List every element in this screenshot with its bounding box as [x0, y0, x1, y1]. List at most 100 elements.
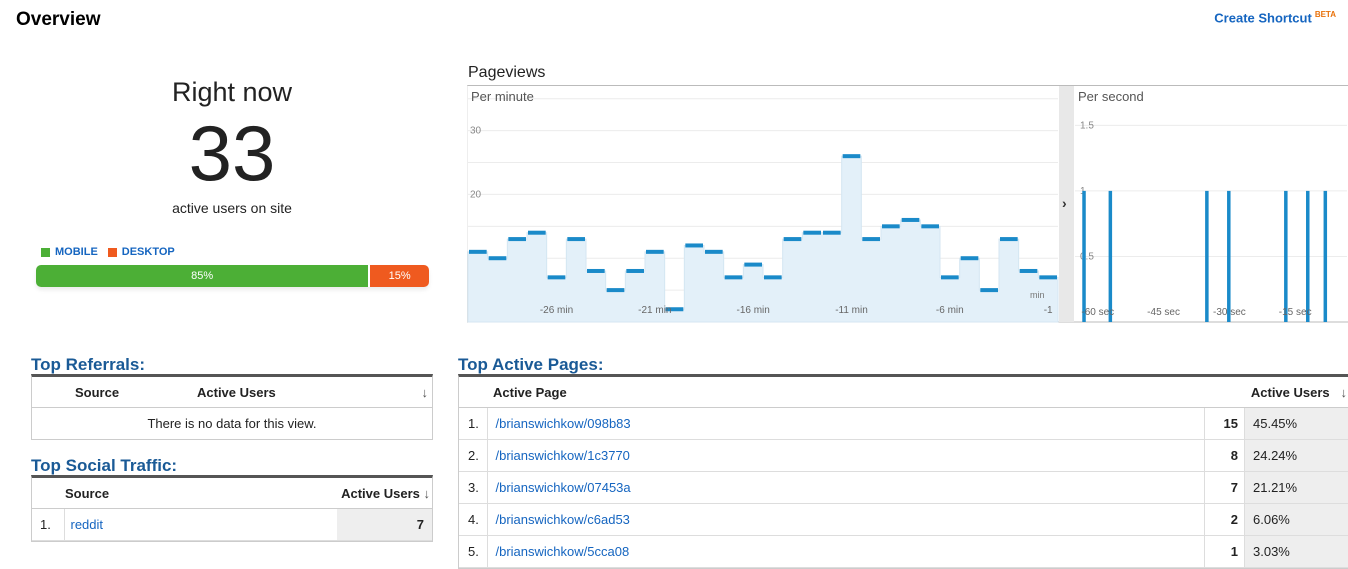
- per-second-x-ticks: -60 sec-45 sec-30 sec-15 sec: [1081, 307, 1311, 318]
- table-row[interactable]: 2. /brianswichkow/1c3770 8 24.24%: [459, 440, 1348, 472]
- y-tick-label: 30: [470, 126, 482, 137]
- mobile-swatch: [41, 248, 50, 257]
- table-row[interactable]: 5. /brianswichkow/5cca08 1 3.03%: [459, 536, 1348, 568]
- active-users-header[interactable]: Active Users ↓: [337, 478, 432, 509]
- page-link[interactable]: /brianswichkow/098b83: [496, 416, 631, 431]
- per-second-label: Per second: [1078, 89, 1144, 104]
- per-minute-bar: [705, 250, 723, 254]
- page-link[interactable]: /brianswichkow/07453a: [496, 480, 631, 495]
- x-tick-label: -26 min: [540, 305, 573, 316]
- row-page[interactable]: /brianswichkow/098b83: [487, 408, 1205, 440]
- x-tick-label: -16 min: [736, 305, 769, 316]
- per-minute-bar: [823, 231, 841, 235]
- pageviews-title: Pageviews: [468, 64, 545, 82]
- per-second-bar: [1306, 191, 1310, 322]
- per-minute-bar: [469, 250, 487, 254]
- row-page[interactable]: /brianswichkow/07453a: [487, 472, 1205, 504]
- sort-arrow-icon: ↓: [1341, 385, 1348, 400]
- page-link[interactable]: /brianswichkow/1c3770: [496, 448, 630, 463]
- desktop-swatch: [108, 248, 117, 257]
- legend-mobile[interactable]: MOBILE: [41, 246, 98, 258]
- per-minute-bar: [587, 269, 605, 273]
- source-link[interactable]: reddit: [71, 517, 104, 532]
- y-tick-label: 0.5: [1080, 251, 1094, 262]
- per-second-bar: [1082, 191, 1086, 322]
- x-tick-label: -11 min: [835, 305, 868, 316]
- x-tick-label: -60 sec: [1081, 307, 1114, 318]
- row-users: 7: [337, 509, 432, 541]
- row-source[interactable]: reddit: [64, 509, 337, 541]
- per-second-bar: [1205, 191, 1209, 322]
- right-now-heading: Right now: [32, 77, 432, 108]
- active-page-header[interactable]: Active Page: [487, 377, 1205, 408]
- row-rank: 2.: [459, 440, 487, 472]
- top-social-table: Source Active Users ↓ 1. reddit 7: [31, 475, 433, 542]
- per-minute-bar: [941, 275, 959, 279]
- top-social-title: Top Social Traffic:: [31, 456, 177, 476]
- row-users: 2: [1205, 504, 1245, 536]
- active-users-subtitle: active users on site: [32, 200, 432, 216]
- active-users-header[interactable]: Active Users: [196, 377, 407, 408]
- chevron-right-icon[interactable]: ›: [1062, 195, 1067, 211]
- rank-header: [32, 478, 64, 509]
- row-rank: 5.: [459, 536, 487, 568]
- row-page[interactable]: /brianswichkow/5cca08: [487, 536, 1205, 568]
- create-shortcut-label: Create Shortcut: [1214, 10, 1312, 25]
- per-minute-bar: [528, 231, 546, 235]
- rank-header: [32, 377, 74, 408]
- active-users-header[interactable]: Active Users ↓: [1205, 377, 1348, 408]
- per-minute-bars: [468, 154, 1058, 322]
- row-percent: 45.45%: [1245, 408, 1348, 440]
- row-page[interactable]: /brianswichkow/c6ad53: [487, 504, 1205, 536]
- per-minute-bar: [784, 237, 802, 241]
- per-minute-bar: [1039, 275, 1057, 279]
- per-second-bar: [1284, 191, 1288, 322]
- x-tick-label: -15 sec: [1279, 307, 1312, 318]
- pageviews-chart: 102030 -26 min-21 min-16 min-11 min-6 mi…: [467, 85, 1348, 323]
- table-row[interactable]: 1. reddit 7: [32, 509, 432, 541]
- beta-badge: BETA: [1315, 10, 1336, 19]
- row-rank: 1.: [32, 509, 64, 541]
- table-row[interactable]: 1. /brianswichkow/098b83 15 45.45%: [459, 408, 1348, 440]
- empty-message: There is no data for this view.: [32, 408, 432, 440]
- per-minute-area: [468, 156, 1058, 322]
- per-minute-bar: [862, 237, 880, 241]
- per-second-bar: [1109, 191, 1113, 322]
- per-minute-bar: [567, 237, 585, 241]
- row-page[interactable]: /brianswichkow/1c3770: [487, 440, 1205, 472]
- legend-desktop[interactable]: DESKTOP: [108, 246, 175, 258]
- per-minute-bar: [607, 288, 625, 292]
- x-tick-label: -30 sec: [1213, 307, 1246, 318]
- source-header[interactable]: Source: [64, 478, 337, 509]
- page-link[interactable]: /brianswichkow/c6ad53: [496, 512, 630, 527]
- mobile-segment[interactable]: 85%: [36, 265, 368, 287]
- sort-arrow-icon[interactable]: ↓: [407, 377, 432, 408]
- page-title: Overview: [16, 9, 101, 31]
- per-minute-bar: [685, 243, 703, 247]
- table-row[interactable]: 3. /brianswichkow/07453a 7 21.21%: [459, 472, 1348, 504]
- top-referrals-title: Top Referrals:: [31, 355, 145, 375]
- row-percent: 21.21%: [1245, 472, 1348, 504]
- per-minute-unit: min: [1030, 290, 1045, 300]
- per-minute-bar: [1020, 269, 1038, 273]
- page-link[interactable]: /brianswichkow/5cca08: [496, 544, 630, 559]
- per-minute-bar: [803, 231, 821, 235]
- top-pages-table: Active Page Active Users ↓ 1. /brianswic…: [458, 374, 1348, 569]
- source-header[interactable]: Source: [74, 377, 196, 408]
- device-legend: MOBILE DESKTOP: [41, 246, 175, 258]
- active-users-header-label: Active Users: [1251, 385, 1330, 400]
- per-minute-bar: [980, 288, 998, 292]
- device-split-bar: 85% 15%: [36, 265, 429, 287]
- per-minute-bar: [961, 256, 979, 260]
- row-rank: 1.: [459, 408, 487, 440]
- row-users: 7: [1205, 472, 1245, 504]
- table-row[interactable]: 4. /brianswichkow/c6ad53 2 6.06%: [459, 504, 1348, 536]
- row-users: 15: [1205, 408, 1245, 440]
- row-percent: 3.03%: [1245, 536, 1348, 568]
- x-tick-label: -6 min: [936, 305, 964, 316]
- row-percent: 6.06%: [1245, 504, 1348, 536]
- desktop-segment[interactable]: 15%: [368, 265, 429, 287]
- per-minute-bar: [921, 224, 939, 228]
- per-minute-bar: [882, 224, 900, 228]
